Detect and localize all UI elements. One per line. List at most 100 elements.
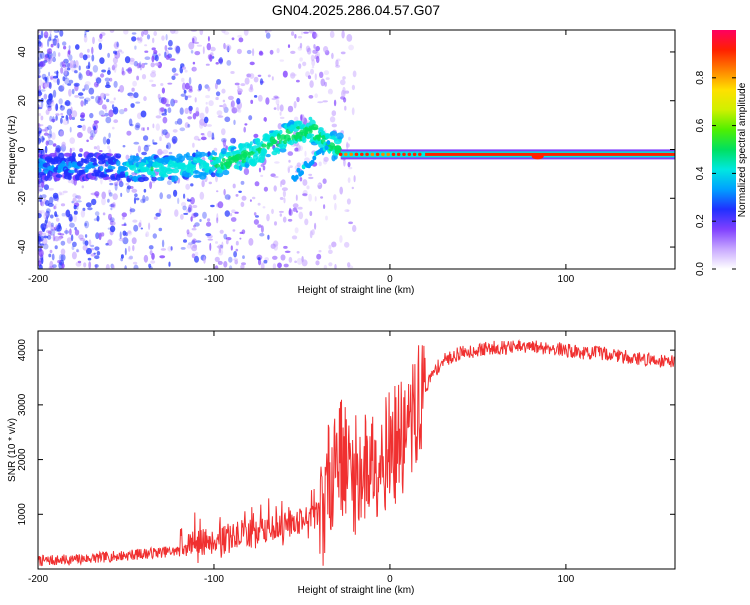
spectrogram-ridge-cell [210,166,216,171]
spectrogram-noise-cell [323,46,329,53]
spectrogram-noise-cell [83,98,87,106]
spectrogram-ridge-cell [279,129,283,135]
spectrogram-noise-cell [122,230,127,236]
spectrogram-noise-cell [45,216,49,224]
spectrogram-noise-cell [290,50,296,55]
spectrogram-noise-cell [252,196,256,200]
spectrogram-noise-cell [347,177,351,184]
spectrogram-noise-cell [43,235,49,239]
spectrogram-noise-cell [183,89,187,94]
spectrogram-noise-cell [217,115,224,118]
spectrogram-branch-cell [300,170,304,176]
spectrogram-noise-cell [300,114,303,121]
spectrogram-noise-cell [39,188,43,192]
spectrogram-noise-cell [186,232,193,238]
spectrogram-noise-cell [150,72,157,78]
snr-xtick-label: 100 [558,574,575,585]
spectrogram-noise-cell [96,250,101,256]
spectrogram-noise-cell [44,54,48,62]
spectrogram-noise-cell [41,181,45,188]
spectrogram-noise-cell [84,220,90,229]
spectrogram-ridge-cell [106,153,114,157]
spectrogram-noise-cell [38,41,42,47]
spectrogram-noise-cell [38,91,43,97]
spectrogram-noise-cell [188,204,193,212]
spectrogram-noise-cell [328,262,333,267]
spectrogram-noise-cell [257,94,263,102]
spectrogram-noise-cell [301,31,303,35]
spectrogram-noise-cell [344,105,347,111]
spectrogram-noise-cell [206,124,212,127]
snr-xtick-label: 0 [387,574,393,585]
spectrogram-noise-cell [211,132,215,140]
spectrogram-noise-cell [126,230,133,236]
spectrogram-ridge-cell [261,148,267,154]
spectrogram-noise-cell [294,34,297,39]
spectrogram-noise-cell [112,106,119,115]
spectrogram-ridge-cell [83,157,90,164]
spectrogram-noise-cell [208,100,214,107]
spectrogram-noise-cell [108,192,113,197]
spectrogram-noise-cell [342,76,346,80]
spectrogram-noise-cell [214,82,218,90]
spectrogram-noise-cell [298,63,302,69]
spectrogram-noise-cell [38,46,41,51]
spectrogram-noise-cell [273,95,279,99]
spectrogram-noise-cell [67,62,73,69]
spectrogram-noise-cell [133,60,139,67]
spectrogram-noise-cell [61,61,66,67]
spectrogram-noise-cell [267,234,270,240]
spectrogram-noise-cell [343,38,348,46]
spectrogram-noise-cell [84,234,88,238]
spectrogram-noise-cell [333,194,337,201]
spectrogram-noise-cell [209,54,213,62]
spectrogram-ridge-cell [55,174,63,178]
spectrogram-noise-cell [276,48,280,54]
spectrogram-noise-cell [38,250,43,257]
spectrogram-noise-cell [105,84,111,89]
spectrogram-noise-cell [221,128,226,136]
spectrogram-noise-cell [276,103,280,111]
spectrogram-branch-cell [296,167,301,173]
spectrogram-noise-cell [287,151,294,156]
spectrogram-noise-cell [80,100,84,107]
spectrogram-noise-cell [51,253,55,261]
spectrogram-branch-cell [312,155,317,161]
spectrogram-noise-cell [75,44,80,50]
spectrogram-noise-cell [125,183,130,186]
spectrogram-noise-cell [127,67,133,74]
spectrogram-tone-core [425,152,675,156]
spectrogram-noise-cell [64,101,68,106]
spectrogram-noise-cell [193,212,199,217]
spectrogram-noise-cell [149,181,153,190]
spectrogram-noise-cell [70,234,74,242]
spectrogram-noise-cell [237,34,243,38]
spectrogram-noise-cell [143,96,147,102]
spectrogram-noise-cell [43,95,47,99]
spectrogram-noise-cell [92,65,99,73]
spectrogram-noise-cell [66,237,72,244]
spectrogram-noise-cell [258,51,264,56]
spectrogram-noise-cell [39,89,46,92]
spectrogram-noise-cell [184,107,189,114]
spectrogram-noise-cell [223,261,228,268]
spectrogram-noise-cell [199,191,205,200]
spectrogram-noise-cell [94,191,100,197]
spectrogram-noise-cell [107,70,111,75]
spectrogram-noise-cell [45,210,50,218]
spectrogram-branch-cell [324,145,329,151]
spectrogram-noise-cell [73,214,77,223]
spectrogram-noise-cell [344,90,350,94]
spectrogram-noise-cell [38,85,42,90]
spectrogram-xlabel: Height of straight line (km) [298,285,415,296]
spectrogram-noise-cell [225,44,232,51]
spectrogram-noise-cell [347,262,351,268]
spectrogram-noise-cell [128,118,133,126]
spectrogram-noise-cell [339,235,343,243]
spectrogram-ridge-cell [67,169,76,174]
spectrogram-noise-cell [165,144,169,149]
spectrogram-noise-cell [279,116,285,120]
spectrogram-noise-cell [88,239,92,246]
spectrogram-noise-cell [93,146,97,150]
spectrogram-noise-cell [272,255,278,260]
